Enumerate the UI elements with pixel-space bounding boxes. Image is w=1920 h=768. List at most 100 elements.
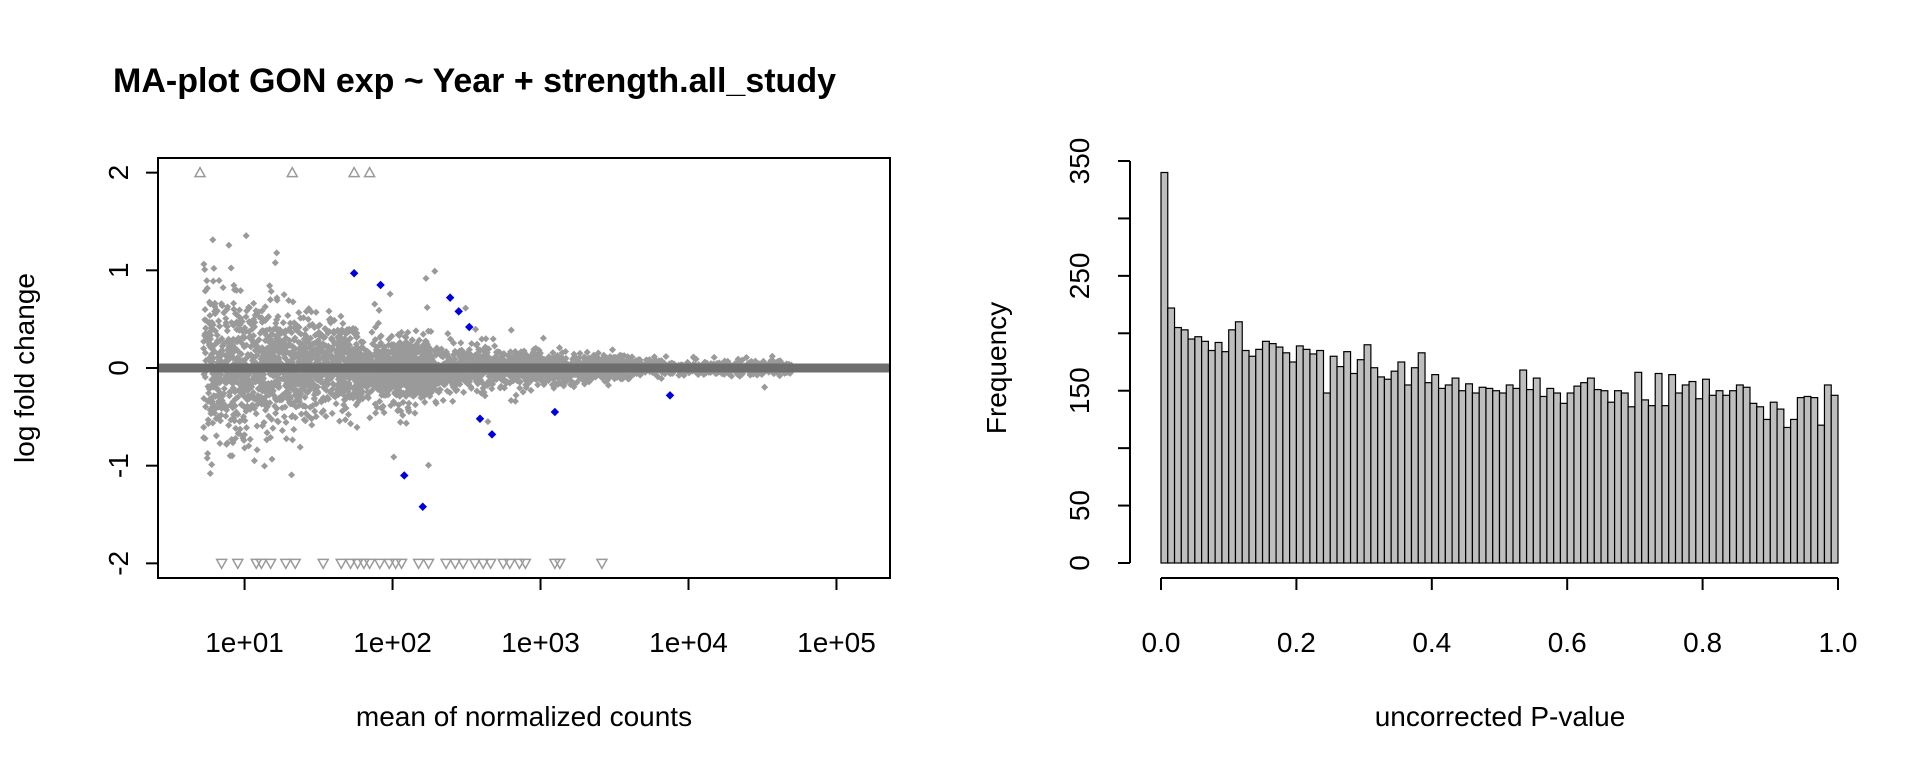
ma-significant-point [418,502,427,511]
ma-point [262,402,270,410]
ma-clipped-down-marker [412,558,425,570]
ma-point [246,319,254,327]
histogram-bar [1519,369,1528,564]
ma-point [242,327,250,335]
ma-point [331,390,339,398]
ma-point [201,265,209,274]
histogram-bar [1810,397,1819,564]
histogram-bar [1492,390,1501,564]
ma-point [242,232,250,240]
ma-point [259,316,267,324]
ma-significant-point [465,322,474,332]
ma-clipped-down-marker [316,558,330,570]
ma-point [692,355,700,363]
histogram-bar [1735,384,1744,564]
ma-point [217,397,225,405]
histogram-bar [1268,343,1277,564]
ma-point [311,331,319,339]
ma-clipped-down-marker [456,558,470,570]
ma-point [303,349,311,357]
ma-point [408,336,416,344]
ma-point [200,434,208,442]
ma-point [327,317,335,325]
ma-significant-point [475,414,485,424]
histogram-bar [1404,384,1413,564]
ma-point [373,403,381,412]
ma-point [323,376,331,384]
ma-point [295,402,303,410]
ma-point [365,389,373,397]
ma-point [761,383,769,391]
ma-point [549,349,557,357]
ma-point [359,357,367,365]
ma-point [330,327,338,335]
ma-clipped-down-marker [513,558,526,570]
ma-point [488,385,496,393]
ma-point [311,383,319,391]
ma-x-tick-label: 1e+02 [353,627,432,658]
ma-point [288,412,297,420]
histogram-x-tick-label: 1.0 [1819,627,1858,658]
ma-point [521,354,529,362]
ma-point [295,380,303,388]
ma-point [412,350,420,358]
ma-point [345,328,353,336]
ma-point [303,338,311,346]
ma-point [271,347,279,355]
ma-point [209,419,217,427]
ma-point [433,344,441,352]
ma-point [265,384,273,392]
ma-point [394,331,402,339]
histogram-bar [1722,394,1731,564]
ma-point [407,345,415,353]
histogram-bar [1255,348,1264,564]
ma-point [234,393,242,401]
ma-point [412,374,420,382]
ma-point [289,342,297,351]
ma-point [292,397,300,405]
histogram-y-tick-label: 250 [1064,252,1095,299]
ma-point [297,314,305,322]
ma-point [381,349,389,357]
histogram-bar [1539,395,1548,564]
ma-point [442,378,450,387]
histogram-x-tick-label: 0.4 [1412,627,1451,658]
ma-clipped-down-marker [484,558,497,570]
histogram-bar [1465,383,1474,564]
ma-clipped-down-marker [496,558,510,570]
ma-point [266,282,274,290]
ma-point [216,439,224,447]
ma-point [399,398,407,406]
histogram-y-tick-label: 350 [1064,138,1095,185]
ma-point [216,352,224,360]
ma-point [350,390,358,398]
ma-point [265,391,273,399]
ma-point [203,454,211,462]
ma-point [312,400,320,408]
ma-point [250,299,258,307]
ma-point [264,379,272,388]
ma-point [205,389,213,397]
ma-point [436,378,444,386]
ma-point [414,355,422,363]
ma-point [422,274,430,282]
ma-point [243,402,251,410]
histogram-bar [1674,392,1683,564]
histogram-bar [1769,401,1778,564]
histogram-y-tick-label: 0 [1064,555,1095,571]
ma-point [534,371,542,379]
ma-point [256,393,265,401]
ma-point [405,384,414,392]
ma-point [339,379,347,387]
histogram-bar [1349,372,1358,564]
ma-point [461,349,469,357]
histogram-bar [1803,395,1812,564]
ma-point [302,409,310,418]
ma-point [594,349,602,357]
ma-point [344,387,352,395]
ma-x-tick-label: 1e+04 [649,627,728,658]
ma-point [220,378,228,386]
ma-point [222,412,230,420]
histogram-bar [1817,424,1826,564]
ma-point [415,336,423,344]
